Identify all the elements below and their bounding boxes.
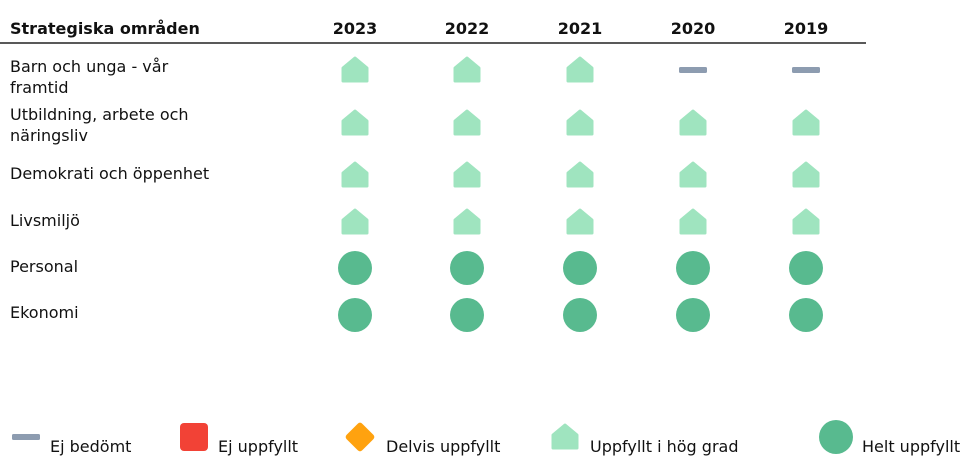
icon-fully-met: [450, 298, 484, 332]
row-label: Personal: [10, 257, 79, 276]
header-cell: 2019: [783, 19, 829, 38]
icon-mostly-met: [551, 423, 579, 450]
icon-mostly-met: [341, 161, 369, 188]
header-cell: Strategiska områden: [10, 19, 200, 38]
icon-fully-met: [563, 298, 597, 332]
icon-mostly-met: [341, 56, 369, 83]
header-cell: 2022: [444, 19, 490, 38]
icon-mostly-met: [453, 161, 481, 188]
icon-mostly-met: [566, 56, 594, 83]
legend-label: Ej uppfyllt: [218, 437, 299, 456]
icon-not-assessed: [679, 67, 707, 73]
header-cell: 2020: [670, 19, 716, 38]
row-label: Barn och unga - vår framtid: [10, 57, 169, 97]
row-label: Demokrati och öppenhet: [10, 164, 210, 183]
icon-mostly-met: [566, 109, 594, 136]
icon-mostly-met: [679, 109, 707, 136]
icon-mostly-met: [679, 161, 707, 188]
icon-mostly-met: [792, 208, 820, 235]
legend-label: Uppfyllt i hög grad: [590, 437, 739, 456]
icon-mostly-met: [453, 109, 481, 136]
header-cell: 2021: [557, 19, 603, 38]
icon-fully-met: [563, 251, 597, 285]
icon-not-assessed: [12, 434, 40, 440]
header-cell: 2023: [332, 19, 378, 38]
icon-mostly-met: [792, 161, 820, 188]
icon-not-assessed: [792, 67, 820, 73]
icon-fully-met: [789, 251, 823, 285]
icon-fully-met: [338, 251, 372, 285]
icon-mostly-met: [566, 161, 594, 188]
row-label: Livsmiljö: [10, 211, 80, 230]
icon-fully-met: [450, 251, 484, 285]
icon-mostly-met: [341, 109, 369, 136]
icon-mostly-met: [566, 208, 594, 235]
icon-mostly-met: [341, 208, 369, 235]
icon-fully-met: [819, 420, 853, 454]
legend-label: Helt uppfyllt: [862, 437, 961, 456]
icon-mostly-met: [453, 56, 481, 83]
legend-label: Delvis uppfyllt: [386, 437, 501, 456]
icon-partly-met: [345, 422, 375, 452]
icon-mostly-met: [453, 208, 481, 235]
icon-fully-met: [676, 251, 710, 285]
icon-fully-met: [789, 298, 823, 332]
row-label: Utbildning, arbete och näringsliv: [10, 105, 189, 145]
icon-fully-met: [338, 298, 372, 332]
icon-fully-met: [676, 298, 710, 332]
icon-not-met: [180, 423, 208, 451]
icon-mostly-met: [792, 109, 820, 136]
row-label: Ekonomi: [10, 303, 79, 322]
legend-label: Ej bedömt: [50, 437, 132, 456]
icon-mostly-met: [679, 208, 707, 235]
